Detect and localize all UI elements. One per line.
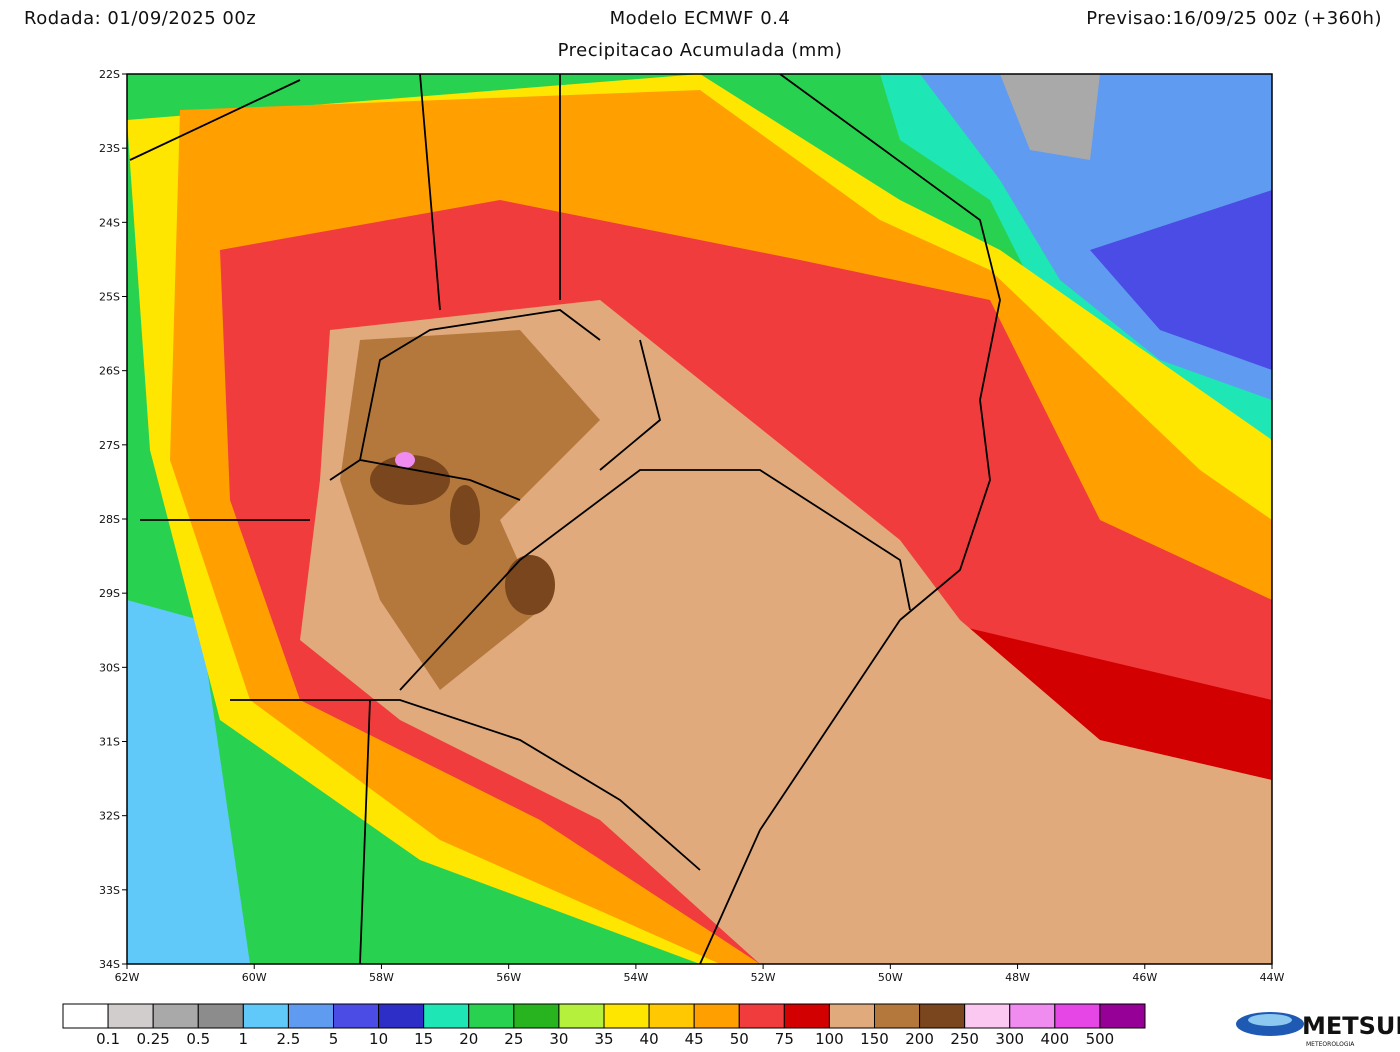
lat-label: 33S <box>99 884 120 897</box>
logo-name: METSUL <box>1302 1012 1400 1040</box>
lon-label: 58W <box>369 971 394 984</box>
legend-label: 1 <box>239 1030 249 1048</box>
subtitle: Precipitacao Acumulada (mm) <box>558 40 843 61</box>
lat-label: 27S <box>99 439 120 452</box>
run-label: Rodada: 01/09/2025 00z <box>24 8 256 29</box>
model-label: Modelo ECMWF 0.4 <box>610 8 791 29</box>
logo-tagline: METEOROLOGIA <box>1306 1041 1355 1048</box>
legend-swatch <box>603 1003 650 1029</box>
legend-swatch <box>423 1003 470 1029</box>
logo: METSUL METEOROLOGIA <box>1236 1012 1400 1048</box>
legend-swatch <box>738 1003 785 1029</box>
legend-swatch <box>197 1003 244 1029</box>
legend-swatch <box>558 1003 605 1029</box>
lat-label: 28S <box>99 513 120 526</box>
legend-label: 150 <box>860 1030 889 1048</box>
legend-label: 5 <box>329 1030 339 1048</box>
lat-label: 32S <box>99 810 120 823</box>
legend-swatch <box>287 1003 334 1029</box>
legend-swatch <box>919 1003 966 1029</box>
legend-label: 35 <box>594 1030 613 1048</box>
legend-label: 45 <box>685 1030 704 1048</box>
legend-label: 500 <box>1086 1030 1115 1048</box>
legend-label: 30 <box>549 1030 568 1048</box>
legend-label: 75 <box>775 1030 794 1048</box>
lon-label: 62W <box>115 971 140 984</box>
legend-label: 0.5 <box>186 1030 210 1048</box>
lon-label: 60W <box>242 971 267 984</box>
legend-swatch <box>874 1003 921 1029</box>
lat-label: 34S <box>99 958 120 971</box>
lon-label: 56W <box>496 971 521 984</box>
legend-swatch <box>1099 1003 1146 1029</box>
legend-swatch <box>828 1003 876 1029</box>
legend-label: 40 <box>640 1030 659 1048</box>
legend-label: 0.1 <box>96 1030 120 1048</box>
legend-swatch <box>107 1003 154 1029</box>
lat-label: 30S <box>99 661 120 674</box>
legend-swatch <box>152 1003 199 1029</box>
legend-label: 200 <box>905 1030 934 1048</box>
legend-label: 10 <box>369 1030 388 1048</box>
lon-label: 44W <box>1260 971 1285 984</box>
lat-label: 29S <box>99 587 120 600</box>
legend-label: 400 <box>1041 1030 1070 1048</box>
lat-label: 23S <box>99 142 120 155</box>
legend-swatch <box>693 1003 740 1029</box>
legend-label: 0.25 <box>136 1030 169 1048</box>
legend-label: 100 <box>815 1030 844 1048</box>
lat-label: 31S <box>99 736 120 749</box>
legend-label: 25 <box>504 1030 523 1048</box>
legend-swatch <box>1009 1003 1056 1029</box>
legend-swatch <box>648 1003 695 1029</box>
legend-swatch <box>242 1003 289 1029</box>
lat-label: 26S <box>99 365 120 378</box>
legend-swatch <box>783 1003 830 1029</box>
forecast-label: Previsao:16/09/25 00z (+360h) <box>1086 8 1382 29</box>
legend-label: 250 <box>950 1030 979 1048</box>
legend-swatch <box>62 1003 109 1029</box>
lat-label: 24S <box>99 216 120 229</box>
lon-label: 50W <box>878 971 903 984</box>
lon-label: 46W <box>1132 971 1157 984</box>
legend-label: 20 <box>459 1030 478 1048</box>
legend-label: 15 <box>414 1030 433 1048</box>
legend-swatch <box>378 1003 425 1029</box>
lon-label: 54W <box>623 971 648 984</box>
legend-swatch <box>964 1003 1011 1029</box>
legend-swatch <box>1054 1003 1101 1029</box>
lon-label: 48W <box>1005 971 1030 984</box>
lon-label: 52W <box>751 971 776 984</box>
lat-label: 22S <box>99 68 120 81</box>
legend-swatch <box>513 1003 560 1029</box>
lat-label: 25S <box>99 291 120 304</box>
precip-field <box>127 74 1272 964</box>
legend-label: 300 <box>995 1030 1024 1048</box>
legend-swatch <box>468 1003 515 1029</box>
legend-label: 50 <box>730 1030 749 1048</box>
legend-swatch <box>333 1003 380 1029</box>
legend-label: 2.5 <box>276 1030 300 1048</box>
